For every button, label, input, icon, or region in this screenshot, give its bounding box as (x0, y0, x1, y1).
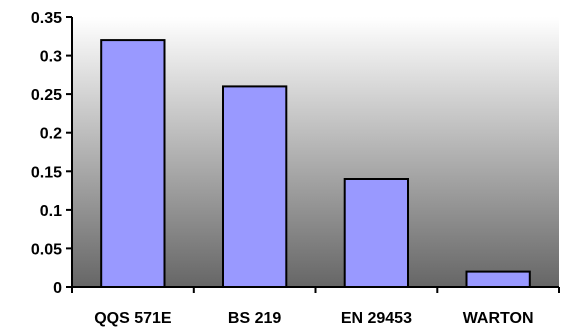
y-tick-label: 0.2 (40, 126, 62, 143)
x-tick-label: BS 219 (228, 310, 281, 327)
y-tick-label: 0.15 (31, 164, 62, 181)
y-tick-label: 0.3 (40, 49, 62, 66)
bar (222, 85, 288, 289)
bar (465, 270, 531, 289)
bars-group (100, 39, 531, 289)
y-tick-label: 0.35 (31, 10, 62, 27)
bar (343, 178, 410, 288)
bar (100, 39, 166, 288)
y-tick-label: 0.05 (31, 241, 62, 258)
x-tick-label: EN 29453 (341, 310, 412, 327)
y-tick-label: 0.25 (31, 87, 62, 104)
axes-group (66, 16, 560, 293)
x-tick-label: WARTON (463, 310, 534, 327)
y-tick-label: 0.1 (40, 203, 62, 220)
y-tick-label: 0 (53, 280, 62, 297)
x-tick-label: QQS 571E (94, 310, 172, 327)
labels-group: QQS 571E BS 219 EN 29453 WARTON 0 0.05 0.1 0.15… (31, 10, 534, 327)
